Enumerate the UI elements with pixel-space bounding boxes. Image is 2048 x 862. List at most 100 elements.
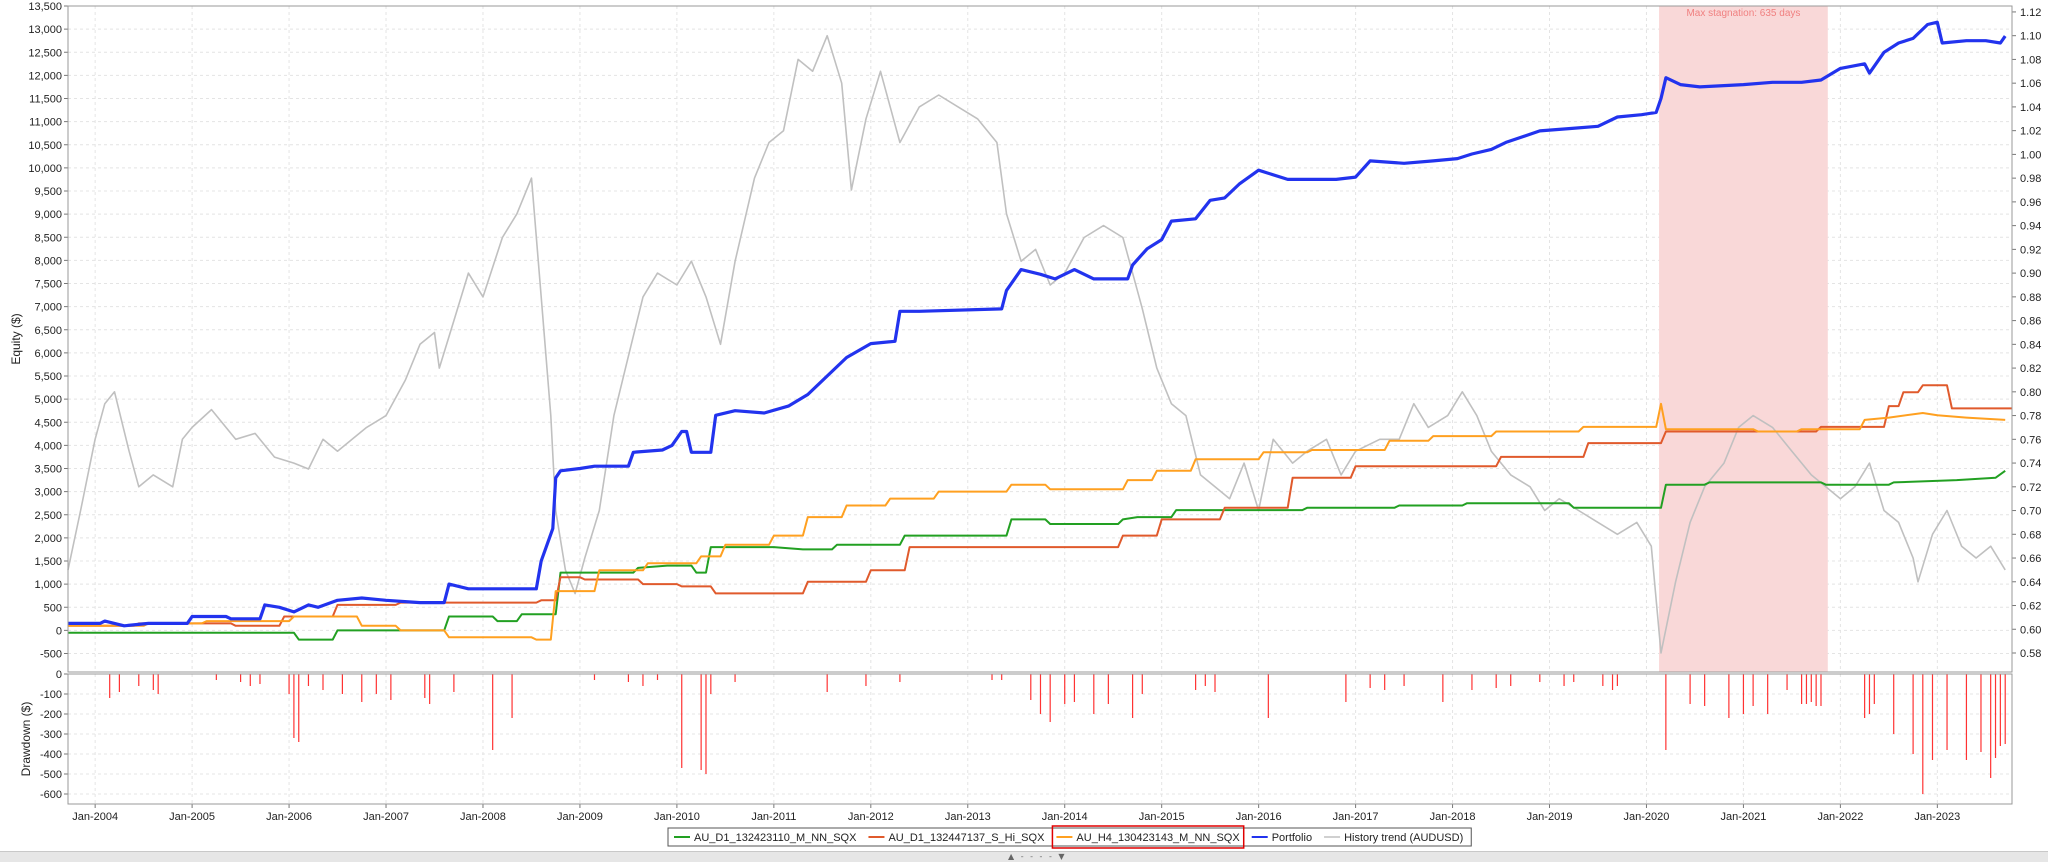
legend-label: AU_H4_130423143_M_NN_SQX: [1076, 832, 1240, 844]
x-tick-label: Jan-2023: [1914, 811, 1960, 823]
drawdown-tick-label: -400: [40, 749, 62, 761]
x-tick-label: Jan-2019: [1527, 811, 1573, 823]
resize-strip[interactable]: ▲ - - - - ▼: [0, 851, 2048, 862]
equity-tick-label: 2,500: [34, 510, 62, 522]
legend-label: History trend (AUDUSD): [1344, 832, 1463, 844]
x-tick-label: Jan-2012: [848, 811, 894, 823]
equity-tick-label: 1,500: [34, 556, 62, 568]
x-tick-label: Jan-2022: [1817, 811, 1863, 823]
x-tick-label: Jan-2011: [751, 811, 796, 823]
series-line-history-trend-audusd-: [67, 34, 2006, 654]
price-tick-label: 0.86: [2020, 316, 2041, 328]
x-tick-label: Jan-2005: [169, 811, 215, 823]
series-line-au-h4-130423143-m-nn-sqx: [68, 402, 2006, 641]
equity-tick-label: 5,000: [34, 394, 62, 406]
drawdown-tick-label: 0: [56, 669, 62, 681]
price-tick-label: 0.92: [2020, 244, 2041, 256]
equity-tick-label: 13,500: [28, 1, 62, 13]
price-tick-label: 0.66: [2020, 553, 2041, 565]
equity-tick-label: 12,500: [28, 47, 62, 59]
x-tick-label: Jan-2018: [1430, 811, 1476, 823]
drawdown-axis-label: Drawdown ($): [19, 702, 33, 777]
price-tick-label: 0.70: [2020, 506, 2041, 518]
equity-tick-label: 6,000: [34, 348, 62, 360]
equity-tick-label: 12,000: [28, 70, 62, 82]
legend-label: AU_D1_132447137_S_Hi_SQX: [888, 832, 1045, 844]
series-line-au-d1-132423110-m-nn-sqx: [68, 469, 2006, 641]
equity-axis-label: Equity ($): [9, 313, 23, 364]
price-tick-label: 1.06: [2020, 78, 2041, 90]
drawdown-panel-frame: [67, 673, 2013, 805]
equity-tick-label: 9,500: [34, 186, 62, 198]
equity-tick-label: 8,500: [34, 232, 62, 244]
equity-tick-label: 3,000: [34, 487, 62, 499]
series-line-portfolio: [68, 20, 2007, 628]
price-tick-label: 0.64: [2020, 577, 2041, 589]
x-tick-label: Jan-2014: [1042, 811, 1088, 823]
price-tick-label: 0.78: [2020, 411, 2041, 423]
price-tick-label: 1.02: [2020, 126, 2041, 138]
equity-tick-label: 11,000: [29, 117, 62, 129]
x-tick-label: Jan-2010: [654, 811, 700, 823]
equity-tick-label: 1,000: [34, 579, 62, 591]
price-tick-label: 0.82: [2020, 363, 2041, 375]
legend: AU_D1_132423110_M_NN_SQX AU_D1_132447137_…: [667, 825, 1472, 849]
price-tick-label: 0.68: [2020, 529, 2041, 541]
price-tick-label: 0.90: [2020, 268, 2041, 280]
series-line-au-d1-132447137-s-hi-sqx: [68, 384, 2012, 627]
price-tick-label: 0.80: [2020, 387, 2041, 399]
equity-tick-label: 7,500: [34, 279, 62, 291]
price-tick-label: 0.84: [2020, 339, 2041, 351]
x-tick-label: Jan-2017: [1333, 811, 1379, 823]
equity-tick-label: 3,500: [34, 464, 62, 476]
legend-label: AU_D1_132423110_M_NN_SQX: [694, 832, 857, 844]
equity-tick-label: 10,500: [28, 140, 62, 152]
x-tick-label: Jan-2009: [557, 811, 603, 823]
x-tick-label: Jan-2015: [1139, 811, 1185, 823]
price-tick-label: 1.12: [2020, 7, 2041, 19]
price-tick-label: 1.08: [2020, 54, 2041, 66]
x-tick-label: Jan-2013: [945, 811, 991, 823]
x-tick-label: Jan-2021: [1720, 811, 1766, 823]
drawdown-tick-label: -100: [40, 689, 62, 701]
equity-tick-label: 4,500: [34, 417, 62, 429]
equity-tick-label: 5,500: [34, 371, 62, 383]
equity-panel-frame: [67, 5, 2013, 673]
price-tick-label: 0.60: [2020, 624, 2041, 636]
equity-tick-label: 8,000: [34, 255, 62, 267]
drawdown-tick-label: -200: [40, 709, 62, 721]
price-tick-label: 1.00: [2020, 149, 2041, 161]
price-tick-label: 0.96: [2020, 197, 2041, 209]
x-tick-label: Jan-2007: [363, 811, 409, 823]
price-tick-label: 0.98: [2020, 173, 2041, 185]
price-tick-label: 0.62: [2020, 601, 2041, 613]
equity-tick-label: 500: [44, 602, 62, 614]
price-tick-label: 0.58: [2020, 648, 2041, 660]
drawdown-tick-label: -500: [40, 769, 62, 781]
stagnation-label: Max stagnation: 635 days: [1686, 8, 1800, 19]
equity-tick-label: -500: [40, 649, 62, 661]
equity-tick-label: 9,000: [34, 209, 62, 221]
x-tick-label: Jan-2006: [266, 811, 312, 823]
equity-tick-label: 4,000: [34, 440, 62, 452]
equity-tick-label: 13,000: [28, 24, 62, 36]
price-tick-label: 0.76: [2020, 434, 2041, 446]
equity-tick-label: 7,000: [34, 302, 62, 314]
equity-tick-label: 2,000: [34, 533, 62, 545]
price-tick-label: 0.88: [2020, 292, 2041, 304]
price-tick-label: 1.10: [2020, 31, 2041, 43]
equity-tick-label: 6,500: [34, 325, 62, 337]
legend-highlight-box: [1051, 825, 1245, 849]
price-tick-label: 0.74: [2020, 458, 2041, 470]
price-tick-label: 1.04: [2020, 102, 2041, 114]
price-tick-label: 0.94: [2020, 221, 2041, 233]
price-tick-label: 0.72: [2020, 482, 2041, 494]
x-tick-label: Jan-2004: [72, 811, 118, 823]
equity-tick-label: 0: [56, 625, 62, 637]
drawdown-tick-label: -600: [40, 789, 62, 801]
equity-tick-label: 11,500: [29, 94, 62, 106]
splitter-handle-icon[interactable]: ▲ - - - - ▼: [1008, 852, 1067, 861]
drawdown-tick-label: -300: [40, 729, 62, 741]
stagnation-region: [1659, 6, 1828, 672]
